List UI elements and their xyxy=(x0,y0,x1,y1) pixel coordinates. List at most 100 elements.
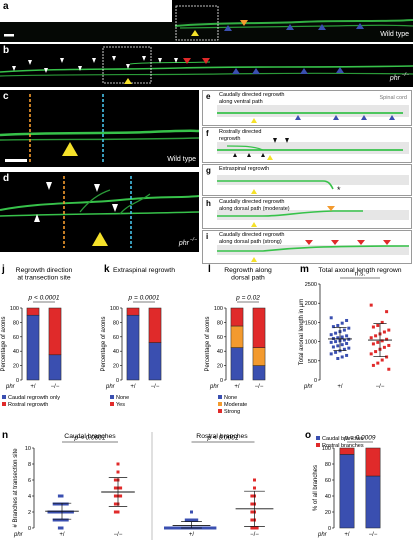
axon-trace xyxy=(0,65,413,73)
data-point xyxy=(253,486,256,490)
white-arrows xyxy=(34,182,118,222)
zoom-box xyxy=(175,5,219,41)
y-tick-label: 0 xyxy=(116,378,119,384)
data-point xyxy=(345,353,349,357)
data-point xyxy=(347,337,351,341)
chart-title: dorsal path xyxy=(231,275,265,282)
panel-letter: c xyxy=(3,91,9,102)
legend-swatch xyxy=(316,436,320,440)
x-category-label: −/− xyxy=(376,384,385,390)
data-point xyxy=(55,518,59,522)
genotype-tag: Wild type xyxy=(380,31,409,38)
data-point xyxy=(250,502,254,506)
data-point xyxy=(371,325,375,329)
chart-title: at transection site xyxy=(17,275,70,282)
data-point xyxy=(338,330,342,334)
chart-title: Rostral branches xyxy=(196,433,248,440)
schematic-drawing: * xyxy=(217,175,409,195)
panel-letter: e xyxy=(206,92,211,101)
y-tick-label: 0 xyxy=(220,378,223,384)
data-point xyxy=(190,526,193,530)
data-point xyxy=(116,494,120,498)
blue-arrowhead xyxy=(356,23,364,29)
scale-bar xyxy=(5,159,27,162)
data-point xyxy=(334,340,338,344)
data-point xyxy=(376,340,380,344)
axon-line xyxy=(217,245,410,252)
panel-letter: d xyxy=(3,173,10,184)
x-category-label: −/− xyxy=(250,532,259,538)
p-value: p < 0.0001 xyxy=(28,295,60,302)
panel-letter: f xyxy=(206,129,209,138)
y-tick-label: 2500 xyxy=(305,282,317,288)
data-point xyxy=(385,337,389,341)
schematic-caudal-ventral: e Caudally directed regrowth along ventr… xyxy=(202,90,412,126)
y-tick-label: 60 xyxy=(13,335,19,341)
data-point xyxy=(253,494,256,498)
transection-marker xyxy=(251,189,257,194)
y-tick-label: 40 xyxy=(13,349,19,355)
data-point xyxy=(113,510,117,514)
data-point xyxy=(340,355,344,359)
data-point xyxy=(385,310,389,314)
y-tick-label: 0 xyxy=(328,526,331,532)
data-point xyxy=(187,526,191,530)
transection-marker xyxy=(92,232,108,246)
y-tick-label: 10 xyxy=(25,446,31,452)
blue-arrowhead xyxy=(286,24,294,30)
y-tick-label: 20 xyxy=(13,364,19,370)
y-tick-label: 0 xyxy=(16,378,19,384)
data-point xyxy=(57,526,61,530)
p-value: p = 0.0001 xyxy=(128,295,160,302)
data-point xyxy=(190,510,193,514)
data-point xyxy=(331,345,335,349)
data-point xyxy=(55,510,59,514)
data-point xyxy=(213,526,217,530)
legend-label: Strong xyxy=(224,409,240,415)
data-point xyxy=(382,345,386,349)
legend-swatch xyxy=(110,395,114,399)
y-tick-label: 80 xyxy=(217,320,223,326)
bar-segment xyxy=(26,307,40,316)
y-tick-label: 0 xyxy=(28,526,31,532)
bar-segment xyxy=(230,307,244,327)
data-point xyxy=(385,355,389,359)
y-tick-label: 1500 xyxy=(305,320,317,326)
blue-arrowhead xyxy=(318,24,326,30)
schematic-extraspinal: * g Extraspinal regrowth xyxy=(202,164,412,196)
data-point xyxy=(52,502,56,506)
bar-segment xyxy=(48,307,62,356)
data-point xyxy=(336,356,340,360)
blue-arrowheads xyxy=(295,115,395,120)
legend-label: Yes xyxy=(116,402,125,408)
schematic-label: Extraspinal regrowth xyxy=(219,166,270,172)
data-point xyxy=(387,343,391,347)
x-category-label: +/ xyxy=(30,384,36,390)
data-point xyxy=(52,510,56,514)
transection-marker xyxy=(251,118,257,123)
panel-letter: l xyxy=(208,264,211,275)
genotype-superscript: −/− xyxy=(189,237,197,243)
y-tick-label: 20 xyxy=(325,510,331,516)
bar-segment xyxy=(230,325,244,348)
spinal-cord-band xyxy=(217,245,409,255)
data-point xyxy=(68,510,72,514)
data-point xyxy=(113,502,117,506)
asterisk-marker: * xyxy=(337,185,341,195)
data-point xyxy=(60,502,64,506)
data-point xyxy=(255,526,259,530)
data-point xyxy=(380,358,384,362)
wild-type-zoom-drawing xyxy=(0,94,199,162)
data-point xyxy=(174,526,178,530)
micrograph-phr-zoom: d phr −/− xyxy=(0,172,199,252)
data-point xyxy=(345,334,349,338)
chart-title: Regrowth along xyxy=(224,267,272,274)
data-point xyxy=(119,494,123,498)
legend-swatch xyxy=(316,443,320,447)
y-tick-label: 2 xyxy=(28,510,31,516)
data-point xyxy=(195,518,199,522)
red-arrowheads xyxy=(305,240,391,245)
chart-title: Caudal branches xyxy=(64,433,116,440)
data-point xyxy=(250,510,254,514)
